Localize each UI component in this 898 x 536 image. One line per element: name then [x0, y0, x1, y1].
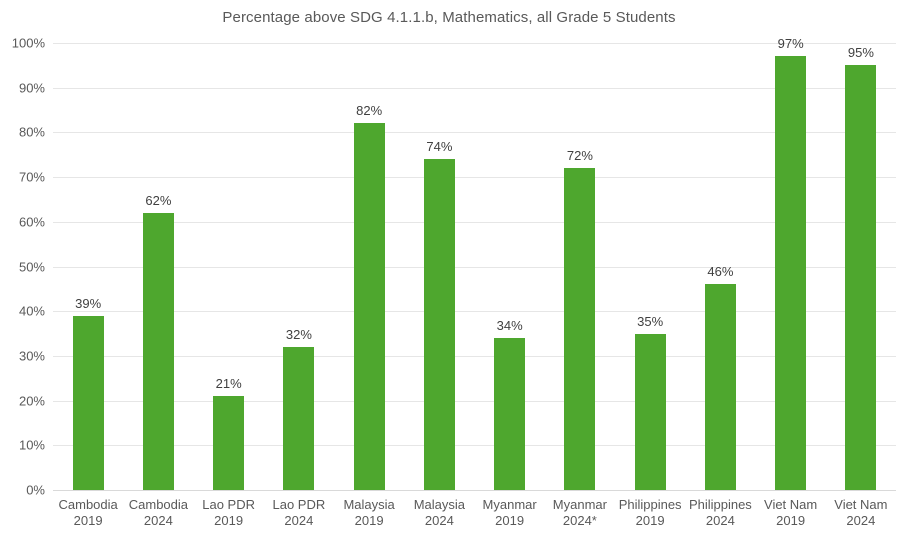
y-tick-label: 60%	[18, 214, 45, 230]
bar-value-label: 32%	[285, 326, 312, 342]
gridline	[53, 355, 896, 357]
x-tick-label: Philippines 2024	[688, 497, 752, 528]
bar-group: 39% Cambodia 2019	[53, 43, 123, 528]
bar-value-label: 21%	[215, 376, 242, 392]
x-tick-label: Philippines 2019	[618, 497, 682, 528]
y-tick-label: 10%	[18, 437, 45, 453]
bar-group: 97% Viet Nam 2019	[756, 36, 826, 528]
gridline	[53, 266, 896, 268]
y-tick-label: 90%	[18, 80, 45, 96]
x-tick-label: Viet Nam 2019	[764, 497, 818, 528]
bar-value-label: 95%	[847, 45, 874, 61]
bar-group: 95% Viet Nam 2024	[826, 43, 896, 528]
gridline	[53, 400, 896, 402]
bar-value-label: 82%	[356, 103, 383, 119]
bar-value-label: 46%	[707, 264, 734, 280]
bar	[634, 333, 666, 490]
bar	[494, 338, 526, 490]
bar-group: 62% Cambodia 2024	[123, 43, 193, 528]
bar	[142, 212, 174, 490]
y-tick-label: 40%	[18, 303, 45, 319]
gridline	[53, 221, 896, 223]
bar	[845, 65, 877, 490]
bar-value-label: 72%	[566, 148, 593, 164]
gridline	[53, 132, 896, 134]
y-tick-label: 80%	[18, 124, 45, 140]
y-tick-label: 70%	[18, 169, 45, 185]
bar	[704, 284, 736, 490]
bars-row: 39% Cambodia 2019 62% Cambodia 2024 21% Lao PDR…	[53, 36, 896, 528]
x-tick-label: Malaysia 2024	[413, 497, 466, 528]
bar-group: 35% Philippines 2019	[615, 43, 685, 528]
chart-title: Percentage above SDG 4.1.1.b, Mathematic…	[222, 9, 676, 26]
bar	[72, 315, 104, 490]
y-tick-label: 100%	[11, 35, 45, 51]
y-tick-label: 30%	[18, 348, 45, 364]
x-tick-label: Lao PDR 2019	[202, 497, 255, 528]
x-axis-line	[53, 490, 896, 491]
gridline	[53, 43, 896, 44]
y-tick-label: 20%	[18, 393, 45, 409]
y-tick-label: 50%	[18, 259, 45, 274]
x-tick-label: Lao PDR 2024	[272, 497, 326, 528]
bar	[423, 159, 455, 490]
plot-area: 39% Cambodia 2019 62% Cambodia 2024 21% Lao PDR…	[53, 36, 896, 528]
bar-group: 21% Lao PDR 2019	[194, 43, 264, 528]
bar	[213, 396, 245, 490]
bar	[353, 123, 385, 490]
bar-group: 72% Myanmar 2024*	[545, 43, 615, 528]
bar	[775, 56, 807, 490]
bar-group: 74% Malaysia 2024	[404, 43, 474, 528]
y-tick-label: 0%	[26, 482, 45, 498]
x-tick-label: Cambodia 2024	[128, 497, 189, 528]
bar-group: 34% Myanmar 2019	[475, 43, 545, 528]
y-axis: 0% 10% 20% 30% 40% 50% 60% 70% 80% 90% 100%	[0, 36, 45, 498]
bar	[283, 346, 315, 490]
bar-value-label: 34%	[496, 318, 523, 334]
gridline	[53, 445, 896, 447]
bar-value-label: 35%	[637, 313, 664, 329]
gridline	[53, 87, 896, 89]
x-tick-label: Viet Nam 2024	[834, 497, 888, 528]
bar-value-label: 62%	[145, 192, 172, 208]
gridline	[53, 177, 896, 179]
x-tick-label: Myanmar 2019	[482, 497, 537, 528]
bar-value-label: 97%	[777, 36, 804, 52]
x-tick-label: Malaysia 2019	[343, 497, 395, 528]
gridline	[53, 311, 896, 313]
x-tick-label: Myanmar 2024*	[552, 497, 607, 528]
bar-group: 46% Philippines 2024	[685, 43, 755, 528]
bar-group: 82% Malaysia 2019	[334, 43, 404, 528]
bar-group: 32% Lao PDR 2024	[264, 43, 334, 528]
bar-value-label: 74%	[426, 139, 453, 155]
bar	[564, 168, 596, 490]
bar-value-label: 39%	[75, 295, 102, 311]
x-tick-label: Cambodia 2019	[58, 497, 118, 528]
